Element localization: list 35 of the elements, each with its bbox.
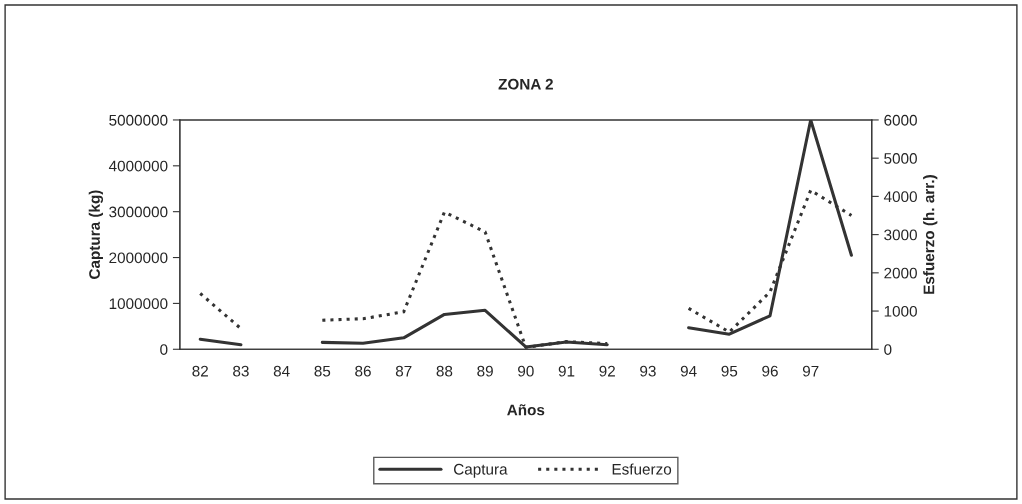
y-axis-title: Captura (kg) (88, 190, 104, 279)
x-tick-label: 88 (436, 365, 453, 377)
y-tick-label: 5000000 (109, 114, 168, 126)
x-tick-label: 89 (477, 365, 493, 377)
y-tick-label: 0 (160, 344, 168, 355)
y2-tick-label: 5000 (884, 153, 917, 164)
y2-tick-label: 6000 (884, 114, 917, 126)
x-tick-label: 92 (599, 365, 615, 377)
x-tick-label: 93 (640, 365, 656, 377)
y2-axis-title: Esfuerzo (h. arr.) (923, 175, 938, 294)
y-tick-label: 4000000 (108, 160, 168, 172)
x-tick-label: 86 (355, 365, 371, 377)
x-tick-label: 85 (314, 365, 331, 377)
chart-title: ZONA 2 (498, 78, 553, 90)
x-tick-label: 97 (802, 365, 819, 377)
x-axis-title: Años (507, 404, 545, 416)
y2-tick-label: 2000 (884, 267, 917, 279)
y2-tick-label: 0 (884, 344, 892, 355)
legend-label: Captura (454, 463, 508, 478)
x-tick-label: 94 (680, 365, 697, 377)
legend-label: Esfuerzo (612, 463, 672, 475)
y2-tick-label: 4000 (883, 191, 917, 203)
x-tick-label: 90 (518, 365, 534, 377)
y-tick-label: 2000000 (109, 252, 168, 264)
x-tick-label: 82 (192, 365, 208, 377)
x-tick-label: 96 (762, 365, 778, 377)
x-tick-label: 91 (558, 365, 575, 377)
x-tick-label: 95 (721, 365, 738, 377)
x-tick-label: 83 (233, 365, 249, 377)
x-tick-label: 87 (395, 365, 412, 377)
y2-tick-label: 1000 (884, 305, 917, 317)
x-tick-label: 84 (273, 365, 290, 377)
y2-tick-label: 3000 (884, 229, 917, 241)
y-tick-label: 1000000 (109, 298, 168, 310)
y-tick-label: 3000000 (109, 206, 168, 218)
